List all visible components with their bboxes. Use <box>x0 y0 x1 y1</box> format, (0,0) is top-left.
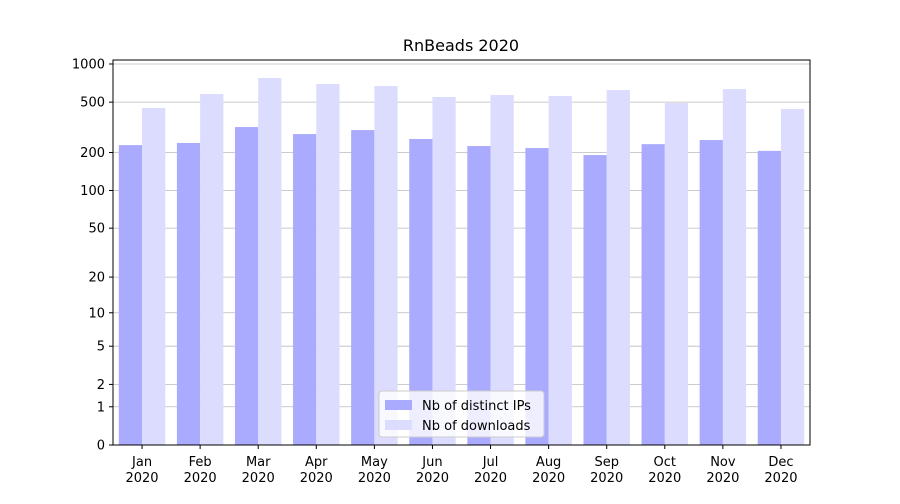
bar <box>548 96 572 445</box>
x-tick-label: Mar 2020 <box>242 455 275 486</box>
bar <box>432 97 456 445</box>
x-tick-label: Sep 2020 <box>590 455 623 486</box>
bar <box>780 108 805 446</box>
y-tick-label: 1 <box>97 400 105 415</box>
bar <box>316 84 340 445</box>
bar <box>757 150 781 445</box>
x-tick-label: May 2020 <box>358 455 391 486</box>
legend-label: Nb of distinct IPs <box>422 399 531 414</box>
y-tick-label: 50 <box>88 222 105 237</box>
y-tick-label: 20 <box>88 271 105 286</box>
plot-frame <box>112 59 811 446</box>
x-tick-label: Oct 2020 <box>648 455 681 486</box>
bar <box>490 95 514 445</box>
bar <box>142 107 166 445</box>
x-tick-label: Aug 2020 <box>532 455 565 486</box>
bar <box>467 146 491 446</box>
legend-swatch <box>385 420 412 430</box>
legend-swatch <box>385 400 412 410</box>
y-tick-label: 2 <box>97 378 105 393</box>
bar <box>722 89 747 445</box>
bar <box>699 140 723 445</box>
legend-box <box>378 390 545 438</box>
x-tick-label: Dec 2020 <box>764 455 797 486</box>
bar <box>118 145 143 445</box>
bar <box>374 86 398 446</box>
bar <box>525 148 549 445</box>
y-tick-label: 200 <box>80 146 105 161</box>
bar <box>583 155 607 445</box>
bar <box>641 144 665 445</box>
x-tick-label: Jul 2020 <box>474 455 507 486</box>
chart-title: RnBeads 2020 <box>403 36 519 55</box>
bar <box>606 90 630 445</box>
y-tick-label: 10 <box>88 306 105 321</box>
y-tick-label: 0 <box>97 439 105 454</box>
x-tick-label: Nov 2020 <box>706 455 739 486</box>
x-tick-label: Jan 2020 <box>125 455 158 486</box>
x-tick-label: Feb 2020 <box>184 455 217 486</box>
x-tick-label: Apr 2020 <box>300 455 333 486</box>
bar <box>293 134 317 445</box>
bar <box>351 130 375 445</box>
bar <box>200 93 224 446</box>
y-tick-label: 500 <box>80 96 105 111</box>
y-tick-label: 5 <box>97 340 105 355</box>
legend-label: Nb of downloads <box>422 419 531 434</box>
bar <box>664 103 689 445</box>
bar <box>234 127 259 445</box>
y-tick-label: 100 <box>80 184 105 199</box>
bar <box>409 138 433 446</box>
bar <box>176 142 201 445</box>
y-tick-label: 1000 <box>72 57 105 72</box>
x-tick-label: Jun 2020 <box>416 455 449 486</box>
bar <box>258 78 282 445</box>
